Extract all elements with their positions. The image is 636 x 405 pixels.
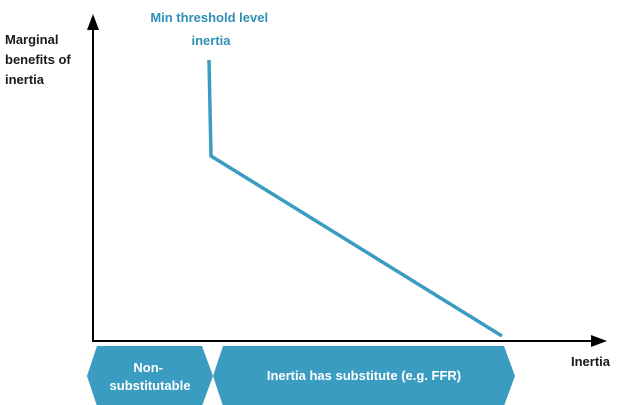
band-non-substitutable-label: Non- substitutable xyxy=(110,360,191,393)
y-axis-label-line-3: inertia xyxy=(5,72,45,87)
x-axis-arrowhead xyxy=(591,335,607,347)
threshold-annotation-line-2: inertia xyxy=(191,33,231,48)
y-axis-label-line-1: Marginal xyxy=(5,32,58,47)
band-non-substitutable xyxy=(87,346,213,405)
y-axis-label: Marginal benefits of inertia xyxy=(5,32,74,87)
threshold-annotation: Min threshold level inertia xyxy=(150,10,271,48)
y-axis-arrowhead xyxy=(87,14,99,30)
band-inertia-has-substitute xyxy=(213,346,515,405)
y-axis-label-line-2: benefits of xyxy=(5,52,71,67)
band-non-substitutable-line-1: Non- xyxy=(133,360,163,375)
band-inertia-has-substitute-label: Inertia has substitute (e.g. FFR) xyxy=(267,368,461,383)
band-non-substitutable-line-2: substitutable xyxy=(110,378,191,393)
marginal-benefit-curve xyxy=(207,59,503,338)
threshold-annotation-line-1: Min threshold level xyxy=(150,10,268,25)
x-axis-label: Inertia xyxy=(571,354,611,369)
